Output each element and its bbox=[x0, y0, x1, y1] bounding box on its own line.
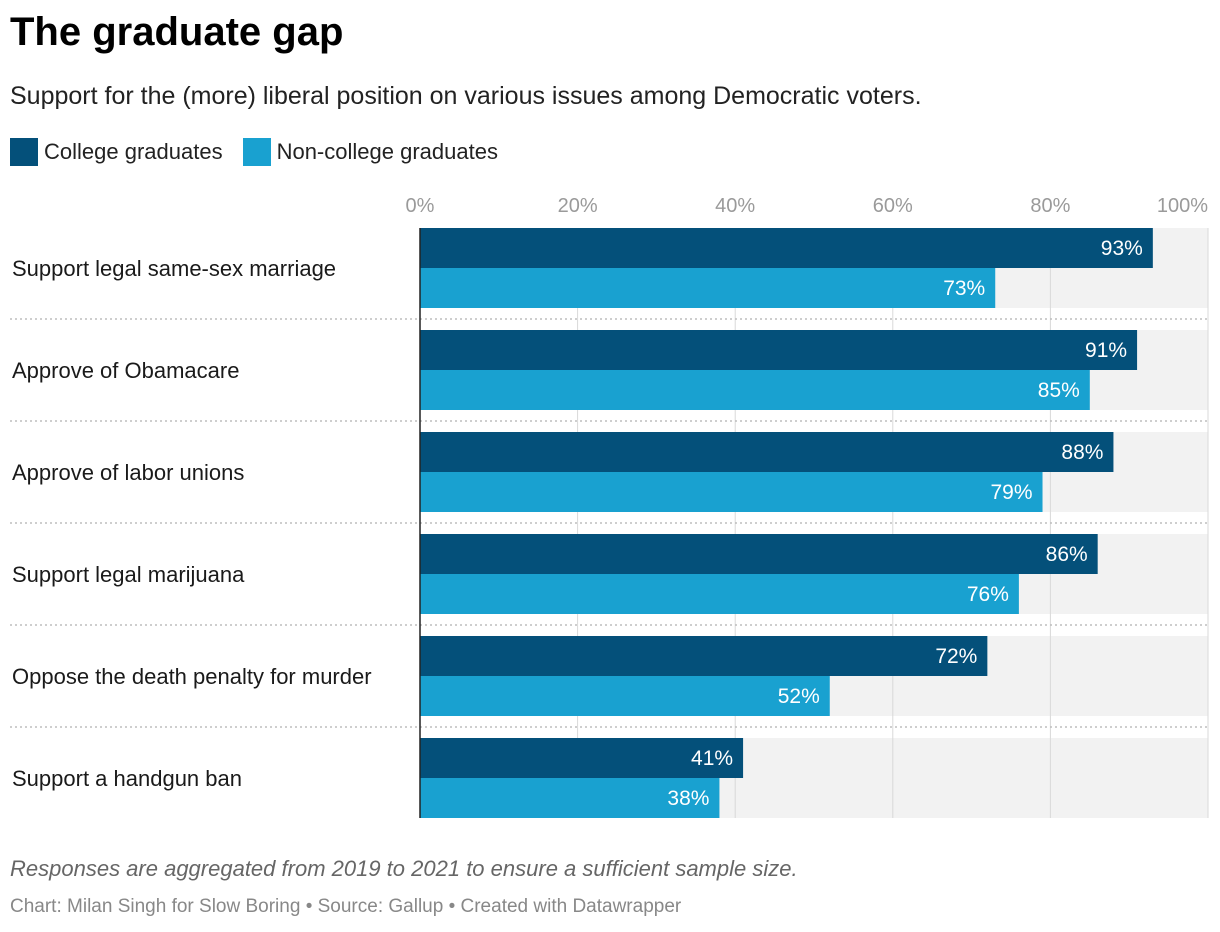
value-label: 79% bbox=[990, 481, 1032, 504]
bar bbox=[420, 636, 988, 676]
bar bbox=[420, 432, 1114, 472]
x-tick-label: 100% bbox=[1157, 195, 1208, 217]
value-label: 93% bbox=[1101, 237, 1143, 260]
x-tick-label: 0% bbox=[406, 195, 435, 217]
legend-swatch-college bbox=[10, 138, 38, 166]
legend-label-college: College graduates bbox=[44, 139, 223, 164]
value-label: 88% bbox=[1061, 441, 1103, 464]
chart-byline: Chart: Milan Singh for Slow Boring • Sou… bbox=[10, 896, 682, 917]
legend-label-noncollege: Non-college graduates bbox=[276, 139, 498, 164]
x-tick-label: 80% bbox=[1030, 195, 1070, 217]
bar bbox=[420, 228, 1153, 268]
category-label: Support legal marijuana bbox=[12, 562, 245, 587]
bar bbox=[420, 574, 1019, 614]
bar bbox=[420, 676, 830, 716]
bar-chart: 0% 20% 40% 60% 80% 100% Support legal same-sex… bbox=[10, 195, 1209, 818]
bar bbox=[420, 268, 996, 308]
category-label: Approve of Obamacare bbox=[12, 358, 239, 383]
legend: College graduates Non-college graduates bbox=[10, 138, 518, 166]
bar bbox=[420, 534, 1098, 574]
category-label: Support legal same-sex marriage bbox=[12, 256, 336, 281]
bar bbox=[420, 778, 720, 818]
legend-swatch-noncollege bbox=[242, 138, 271, 166]
value-label: 41% bbox=[691, 747, 733, 770]
chart-title: The graduate gap bbox=[10, 10, 344, 54]
bar bbox=[420, 330, 1138, 370]
bar bbox=[420, 738, 744, 778]
value-label: 73% bbox=[943, 277, 985, 300]
chart-subtitle: Support for the (more) liberal position … bbox=[10, 82, 922, 110]
value-label: 85% bbox=[1038, 379, 1080, 402]
value-label: 52% bbox=[778, 685, 820, 708]
bar bbox=[420, 370, 1090, 410]
value-label: 38% bbox=[667, 787, 709, 810]
value-label: 76% bbox=[967, 583, 1009, 606]
value-label: 72% bbox=[935, 645, 977, 668]
chart-notes: Responses are aggregated from 2019 to 20… bbox=[10, 856, 798, 881]
value-label: 91% bbox=[1085, 339, 1127, 362]
bar bbox=[420, 472, 1043, 512]
legend-item-noncollege: Non-college graduates bbox=[242, 138, 498, 166]
category-label: Oppose the death penalty for murder bbox=[12, 664, 372, 689]
x-tick-label: 60% bbox=[873, 195, 913, 217]
value-label: 86% bbox=[1046, 543, 1088, 566]
x-tick-label: 20% bbox=[558, 195, 598, 217]
category-label: Support a handgun ban bbox=[12, 766, 242, 791]
category-label: Approve of labor unions bbox=[12, 460, 244, 485]
legend-item-college: College graduates bbox=[10, 138, 223, 166]
x-tick-label: 40% bbox=[715, 195, 755, 217]
